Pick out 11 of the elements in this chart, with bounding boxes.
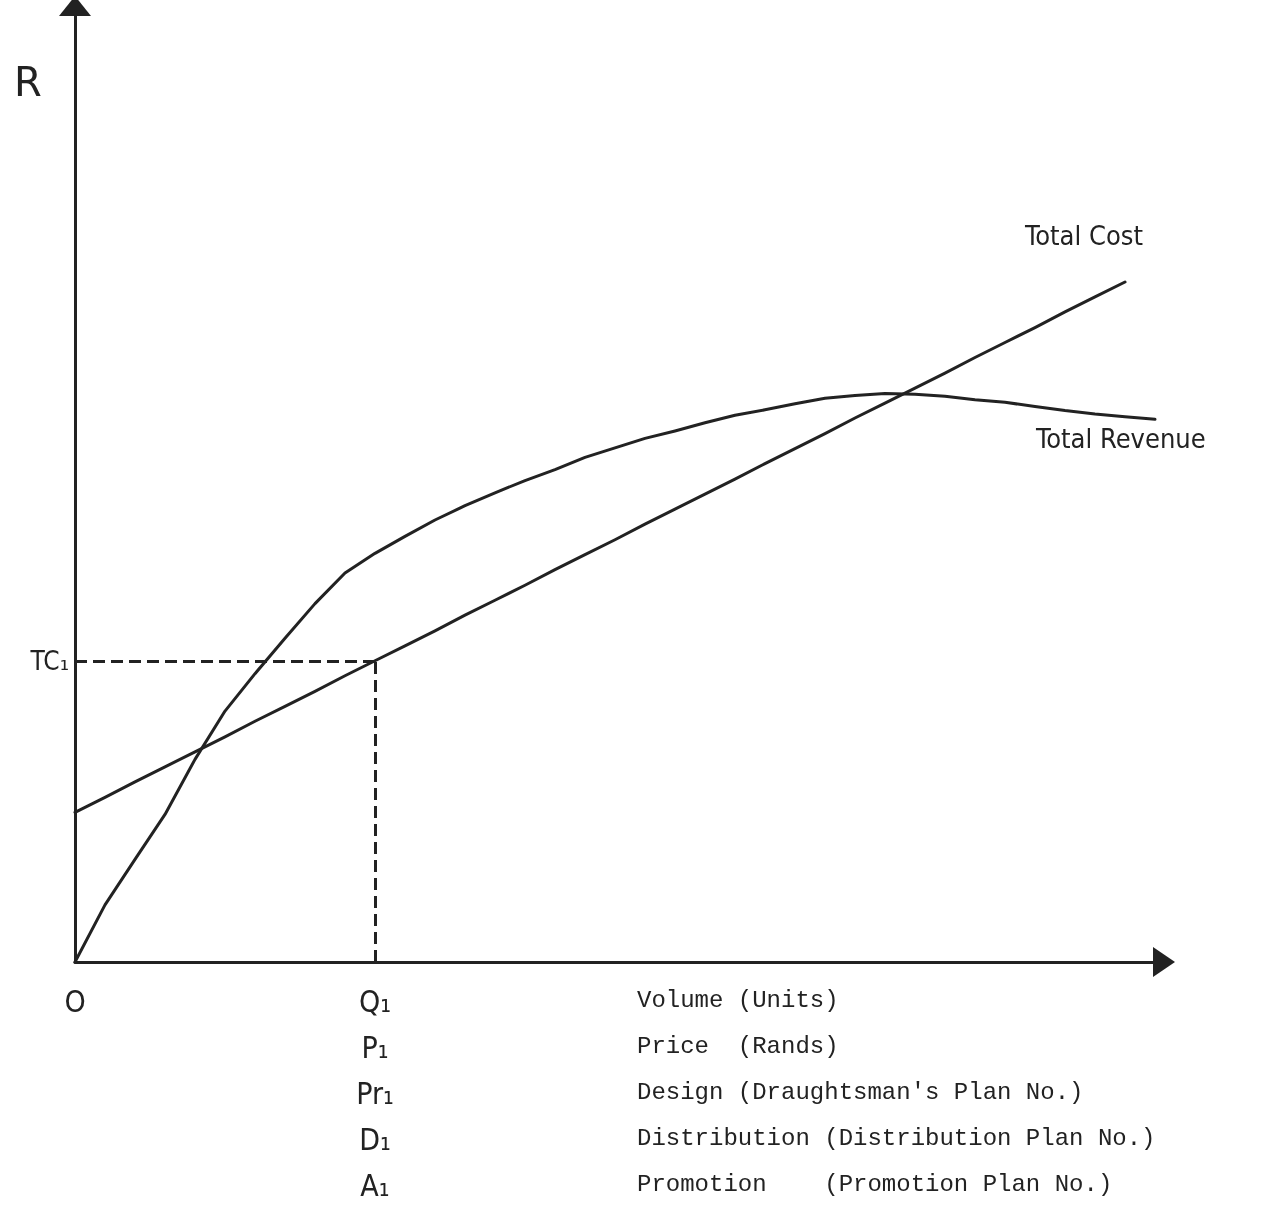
series-label: Total Cost (1024, 220, 1143, 251)
x-tick-label: Q₁ P₁ Pr₁ D₁ A₁ (356, 983, 394, 1203)
ref-line-label: TC₁ (29, 645, 69, 676)
text: Promotion (Promotion Plan No.) (637, 1170, 1113, 1198)
text: Distribution (Distribution Plan No.) (637, 1124, 1156, 1152)
series-label: Total Revenue (1035, 423, 1206, 455)
text: Volume (Units) (637, 986, 839, 1014)
text: Price (Rands) (637, 1032, 839, 1060)
y-axis-title: R (14, 59, 42, 105)
x-tick-label: O (64, 983, 86, 1019)
text: Design (Draughtsman's Plan No.) (637, 1078, 1084, 1106)
